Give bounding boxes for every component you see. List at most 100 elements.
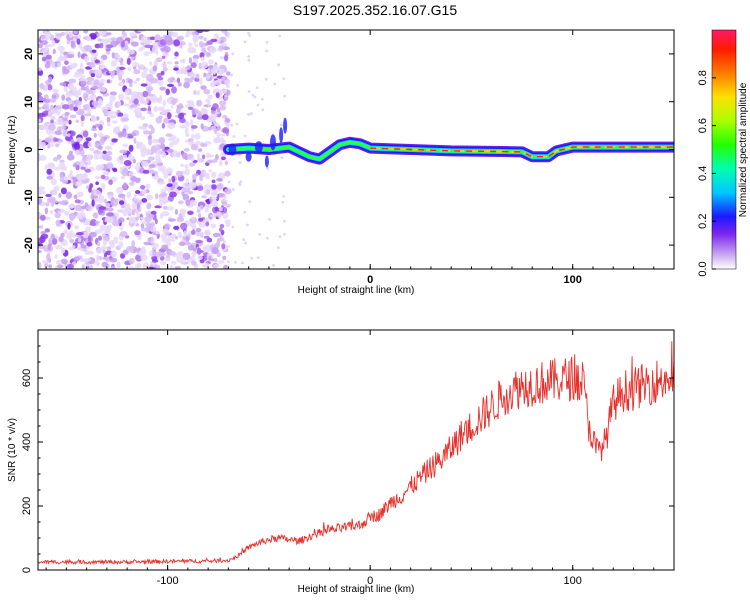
noise-speck xyxy=(201,107,206,114)
noise-speck xyxy=(38,43,43,49)
noise-speck xyxy=(42,260,50,264)
noise-speck xyxy=(65,191,73,199)
noise-speck xyxy=(83,231,89,239)
noise-speck xyxy=(86,35,92,42)
noise-speck xyxy=(100,106,107,110)
noise-speck xyxy=(142,90,149,98)
noise-speck xyxy=(150,78,159,84)
noise-speck xyxy=(67,83,73,89)
noise-speck xyxy=(117,81,125,87)
noise-speck xyxy=(148,138,153,146)
noise-speck xyxy=(203,188,207,196)
noise-speck xyxy=(217,183,224,190)
noise-speck xyxy=(181,188,185,192)
noise-speck xyxy=(224,188,232,195)
noise-speck xyxy=(89,147,94,152)
spectrogram-ylabel: Frequency (Hz) xyxy=(7,116,18,185)
noise-speck xyxy=(56,108,61,116)
noise-speck xyxy=(72,163,78,168)
noise-speck xyxy=(188,42,193,47)
noise-speck xyxy=(112,120,118,124)
noise-speck xyxy=(64,60,69,65)
noise-speck xyxy=(48,124,56,131)
noise-speck xyxy=(184,164,189,169)
noise-speck xyxy=(44,164,48,170)
noise-speck xyxy=(169,264,174,269)
noise-speck xyxy=(231,225,235,229)
noise-speck xyxy=(117,100,122,108)
noise-speck xyxy=(149,113,154,118)
noise-speck xyxy=(208,65,214,69)
noise-speck xyxy=(109,114,117,119)
noise-speck xyxy=(75,149,80,156)
noise-speck xyxy=(143,51,150,57)
noise-speck xyxy=(122,143,129,148)
noise-speck xyxy=(215,92,220,99)
noise-speck xyxy=(122,209,129,217)
noise-speck xyxy=(97,197,105,203)
noise-speck xyxy=(140,107,147,112)
noise-speck xyxy=(108,179,113,185)
noise-speck xyxy=(140,83,148,87)
noise-speck xyxy=(211,188,218,195)
noise-speck xyxy=(91,100,99,107)
noise-speck xyxy=(137,234,142,241)
noise-speck xyxy=(57,45,65,52)
noise-speck xyxy=(107,122,111,127)
noise-speck xyxy=(124,88,130,96)
noise-speck xyxy=(116,261,121,269)
noise-speck xyxy=(64,111,70,116)
noise-speck xyxy=(185,178,189,185)
noise-speck xyxy=(94,220,100,224)
noise-speck xyxy=(187,46,195,54)
noise-speck xyxy=(162,67,168,72)
noise-speck xyxy=(84,218,92,226)
noise-speck xyxy=(90,128,98,132)
noise-speck xyxy=(69,170,73,176)
noise-speck xyxy=(163,172,169,179)
noise-speck xyxy=(49,210,54,215)
noise-speck xyxy=(160,143,166,150)
noise-speck xyxy=(80,80,87,87)
noise-speck xyxy=(107,194,113,199)
noise-speck xyxy=(121,205,125,209)
noise-speck xyxy=(185,132,190,137)
noise-speck xyxy=(163,231,171,236)
noise-speck xyxy=(166,61,173,65)
noise-speck xyxy=(89,183,94,189)
noise-speck xyxy=(107,206,113,212)
ridge-blob xyxy=(283,117,288,134)
noise-speck xyxy=(139,216,145,220)
noise-speck xyxy=(118,200,125,206)
noise-speck xyxy=(223,240,226,244)
noise-speck xyxy=(183,148,190,152)
noise-speck xyxy=(133,69,141,75)
noise-speck xyxy=(38,112,46,117)
noise-speck xyxy=(243,134,247,138)
noise-speck xyxy=(93,149,101,155)
noise-speck xyxy=(77,51,81,58)
noise-speck xyxy=(151,45,158,54)
noise-speck xyxy=(73,30,78,34)
noise-speck xyxy=(120,175,126,180)
noise-speck xyxy=(256,256,260,259)
noise-speck xyxy=(70,62,77,69)
noise-speck xyxy=(264,77,268,81)
noise-speck xyxy=(210,196,218,200)
noise-speck xyxy=(101,232,106,237)
noise-speck xyxy=(196,247,202,255)
noise-speck xyxy=(202,154,206,160)
noise-speck xyxy=(128,135,134,139)
noise-speck xyxy=(106,212,114,217)
noise-speck xyxy=(121,130,127,138)
noise-speck xyxy=(128,78,133,84)
noise-speck xyxy=(54,166,60,171)
noise-speck xyxy=(199,77,203,85)
noise-speck xyxy=(145,183,151,190)
noise-speck xyxy=(41,56,47,62)
noise-speck xyxy=(224,170,231,177)
noise-speck xyxy=(278,34,282,38)
noise-speck xyxy=(189,199,197,207)
noise-speck xyxy=(219,100,227,106)
noise-speck xyxy=(38,140,43,148)
